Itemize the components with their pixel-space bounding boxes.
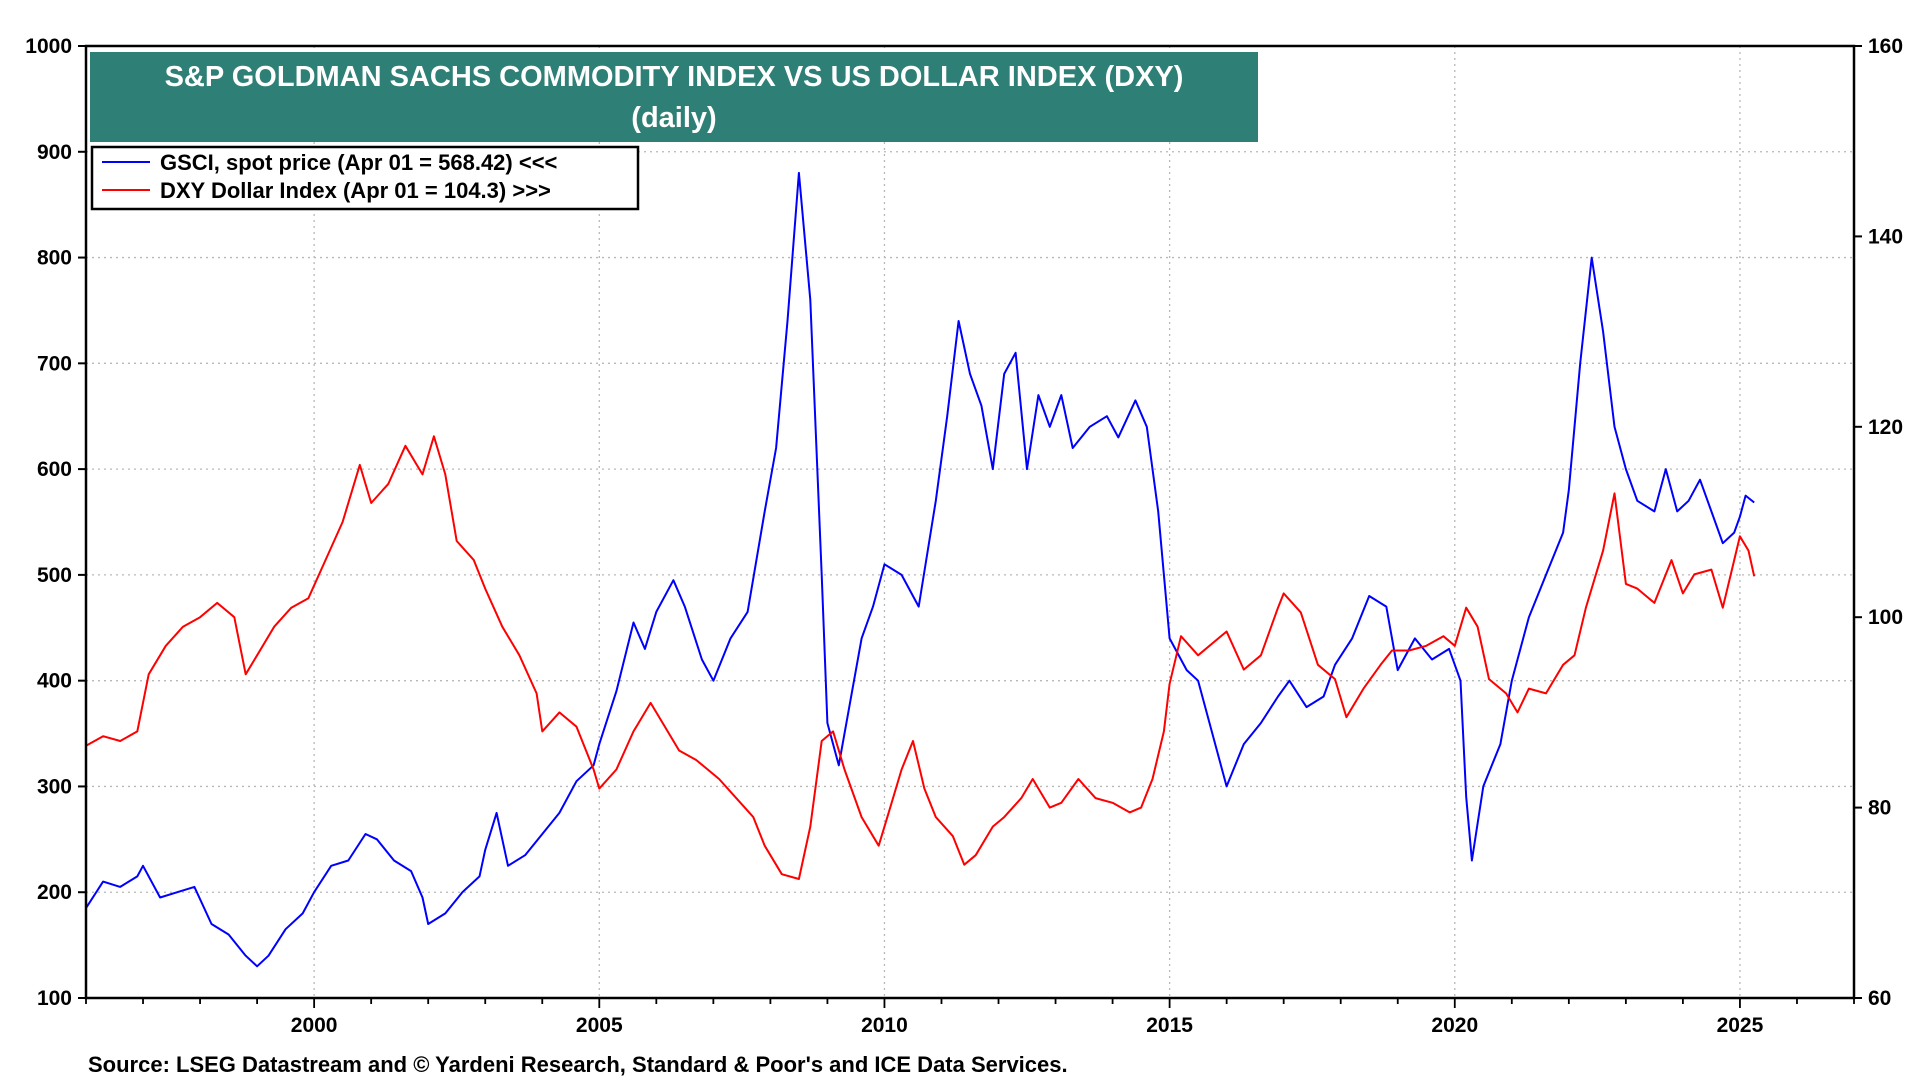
y-left-tick-label: 600 (37, 458, 72, 481)
y-right-tick-label: 80 (1868, 797, 1891, 820)
y-right-tick-label: 140 (1868, 225, 1903, 248)
y-left-tick-label: 100 (37, 987, 72, 1010)
y-left-tick-label: 300 (37, 775, 72, 798)
x-tick-label: 2005 (576, 1014, 623, 1037)
series-line-dxy (85, 435, 1756, 880)
series-line-gsci (85, 171, 1755, 968)
y-right-tick-label: 120 (1868, 416, 1903, 439)
legend: GSCI, spot price (Apr 01 = 568.42) <<< D… (90, 145, 640, 211)
chart-title: S&P GOLDMAN SACHS COMMODITY INDEX VS US … (165, 61, 1184, 93)
y-left-tick-label: 500 (37, 564, 72, 587)
x-tick-label: 2000 (291, 1014, 338, 1037)
y-left-tick-label: 900 (37, 141, 72, 164)
y-right-tick-label: 60 (1868, 987, 1891, 1010)
x-tick-label: 2015 (1146, 1014, 1193, 1037)
chart-subtitle: (daily) (631, 102, 716, 134)
y-left-tick-label: 400 (37, 670, 72, 693)
x-tick-label: 2025 (1717, 1014, 1764, 1037)
x-tick-label: 2020 (1431, 1014, 1478, 1037)
axis-ticks: 100 200 300 400 500 600 700 800 900 1000 60 80 100 12… (25, 35, 1903, 1037)
y-left-tick-label: 800 (37, 247, 72, 270)
y-right-tick-label: 100 (1868, 606, 1903, 629)
legend-label-dxy: DXY Dollar Index (Apr 01 = 104.3) >>> (160, 178, 551, 203)
y-left-tick-label: 200 (37, 881, 72, 904)
title-box: S&P GOLDMAN SACHS COMMODITY INDEX VS US … (90, 52, 1258, 142)
source-note: Source: LSEG Datastream and © Yardeni Re… (88, 1052, 1068, 1077)
y-right-tick-label: 160 (1868, 35, 1903, 58)
plot-frame (84, 44, 1856, 1000)
series-lines (85, 171, 1756, 968)
legend-label-gsci: GSCI, spot price (Apr 01 = 568.42) <<< (160, 150, 557, 175)
y-left-tick-label: 1000 (25, 35, 72, 58)
gridlines (86, 46, 1854, 998)
x-tick-label: 2010 (861, 1014, 908, 1037)
y-left-tick-label: 700 (37, 352, 72, 375)
